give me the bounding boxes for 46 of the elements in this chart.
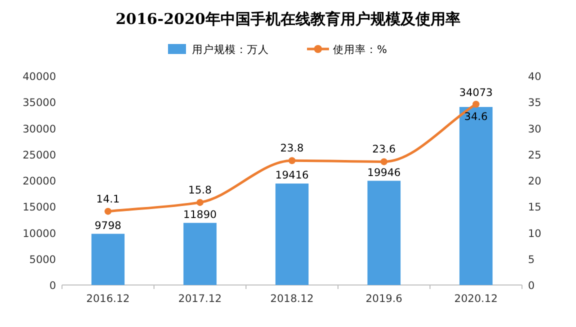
point <box>380 158 388 166</box>
bar <box>91 234 125 285</box>
data-label: 9798 <box>94 220 122 232</box>
point <box>196 198 204 206</box>
bar <box>459 106 493 285</box>
y2-tick-label: 40 <box>528 71 542 83</box>
y-tick-label: 35000 <box>22 97 56 110</box>
y2-tick-label: 25 <box>528 149 542 162</box>
y2-tick-label: 15 <box>528 202 542 214</box>
point <box>472 100 480 108</box>
y-tick-label: 15000 <box>22 202 56 214</box>
y-tick-label: 0 <box>49 280 56 292</box>
y2-tick-label: 10 <box>528 228 542 240</box>
y-tick-label: 5000 <box>29 254 56 266</box>
x-tick-label: 2020.12 <box>454 293 498 305</box>
data-label: 19946 <box>367 166 402 179</box>
point <box>288 157 296 164</box>
data-label: 23.8 <box>280 142 304 155</box>
point <box>104 208 112 215</box>
y2-tick-label: 0 <box>528 280 535 292</box>
y-tick-label: 25000 <box>22 149 56 162</box>
data-label: 15.8 <box>188 184 212 196</box>
x-tick-label: 2017.12 <box>178 293 222 305</box>
legend-label: 用户规模：万人 <box>192 43 269 56</box>
y-tick-label: 30000 <box>22 123 56 136</box>
bar <box>367 180 401 285</box>
data-label: 34.6 <box>464 111 488 124</box>
bar <box>275 184 309 285</box>
x-tick-label: 2018.12 <box>270 293 314 305</box>
data-label: 14.1 <box>96 193 120 206</box>
y2-tick-label: 20 <box>528 176 542 188</box>
legend-label: 使用率：% <box>333 43 387 56</box>
data-label: 11890 <box>183 208 217 221</box>
chart-title: 2016-2020年中国手机在线教育用户规模及使用率 <box>116 10 460 28</box>
x-tick-label: 2016.12 <box>86 293 130 305</box>
y-tick-label: 10000 <box>22 228 56 240</box>
data-label: 23.6 <box>372 144 396 156</box>
y-tick-label: 20000 <box>22 176 56 188</box>
y-tick-label: 40000 <box>22 71 56 83</box>
x-tick-label: 2019.6 <box>366 293 403 305</box>
y2-tick-label: 35 <box>528 97 542 110</box>
bar <box>183 222 217 285</box>
data-label: 34073 <box>459 87 493 100</box>
data-label: 19416 <box>275 170 310 182</box>
y2-tick-label: 5 <box>528 254 535 266</box>
y2-tick-label: 30 <box>528 123 542 136</box>
